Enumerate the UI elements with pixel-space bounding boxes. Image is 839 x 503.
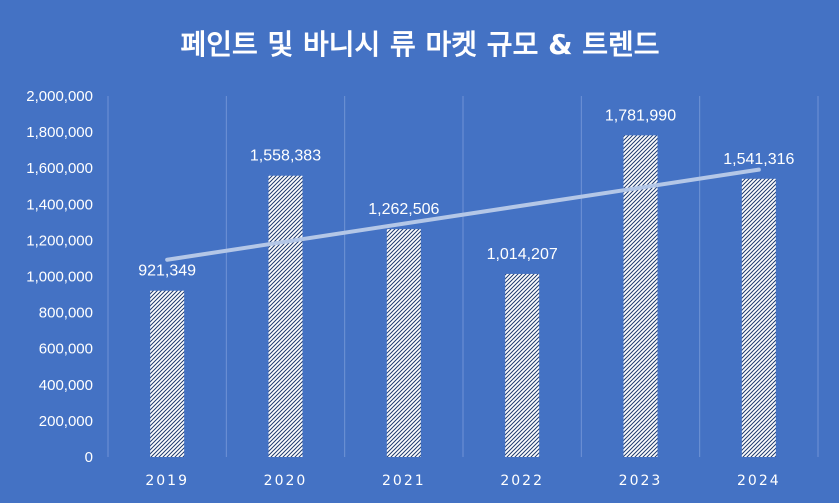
y-tick-label: 200,000 [39, 413, 93, 430]
bar-2024 [741, 178, 776, 457]
y-tick-label: 800,000 [39, 305, 93, 322]
y-tick-label: 0 [85, 449, 93, 466]
x-tick-label: 2022 [500, 473, 544, 489]
chart-title: 페인트 및 바니시 류 마켓 규모 & 트렌드 [180, 28, 659, 61]
bars [150, 135, 776, 458]
bar-2021 [386, 229, 421, 457]
y-tick-label: 1,400,000 [26, 196, 93, 213]
data-label: 1,558,383 [250, 148, 321, 165]
x-tick-label: 2024 [737, 473, 781, 489]
data-label: 1,781,990 [605, 107, 676, 124]
bar-2020 [268, 175, 303, 458]
trendline-layer [165, 167, 761, 262]
x-tick-label: 2023 [619, 473, 663, 489]
y-tick-label: 2,000,000 [26, 88, 93, 105]
bar-2019 [150, 290, 185, 457]
data-label: 1,014,207 [487, 246, 558, 263]
y-tick-label: 400,000 [39, 377, 93, 394]
x-tick-label: 2020 [264, 473, 308, 489]
y-tick-label: 1,800,000 [26, 124, 93, 141]
gridlines [107, 96, 819, 457]
data-labels: 921,349 1,558,383 1,262,506 1,014,207 1,781,… [138, 107, 794, 279]
trendline [165, 167, 761, 262]
data-label: 1,262,506 [368, 201, 439, 218]
data-label: 1,541,316 [723, 151, 794, 168]
bar-2023 [623, 135, 658, 457]
x-tick-label: 2019 [145, 473, 189, 489]
data-label: 921,349 [138, 263, 196, 280]
y-axis: 0 200,000 400,000 600,000 800,000 1,000,000 1,… [26, 88, 93, 466]
y-tick-label: 1,600,000 [26, 160, 93, 177]
x-axis: 2019 2020 2021 2022 2023 2024 [145, 473, 781, 489]
y-tick-label: 600,000 [39, 341, 93, 358]
y-tick-label: 1,000,000 [26, 269, 93, 286]
x-tick-label: 2021 [382, 473, 426, 489]
bar-2022 [505, 273, 540, 457]
y-tick-label: 1,200,000 [26, 232, 93, 249]
